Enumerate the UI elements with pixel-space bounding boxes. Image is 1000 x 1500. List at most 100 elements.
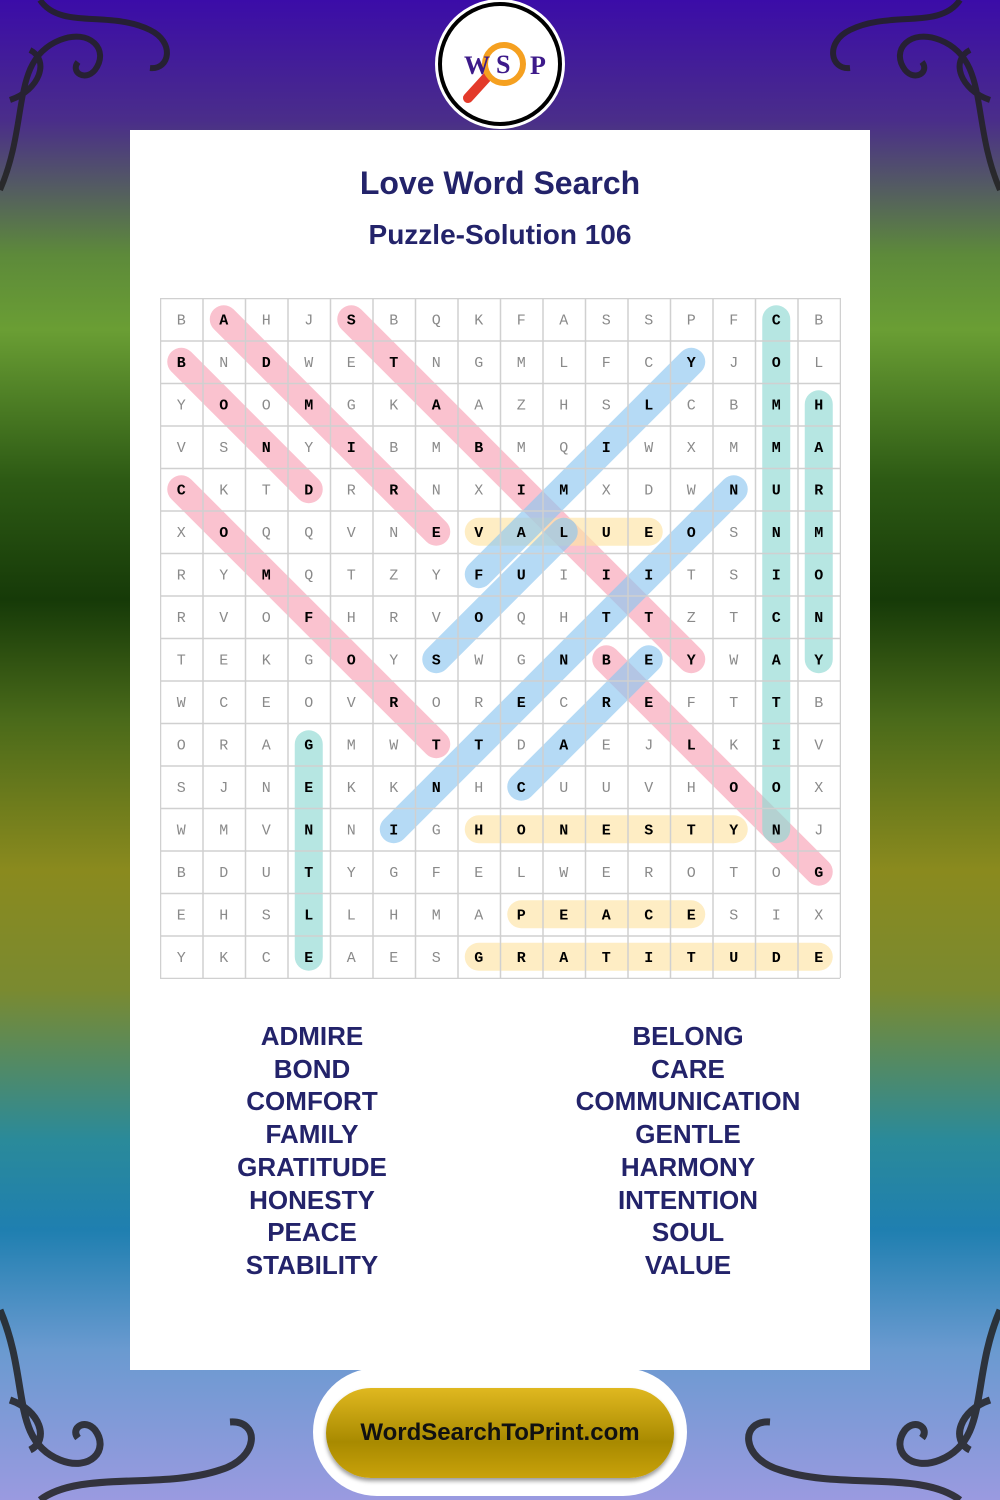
grid-cell[interactable]: E (644, 695, 653, 712)
grid-cell[interactable]: N (814, 610, 823, 627)
grid-cell[interactable]: L (814, 355, 823, 372)
grid-cell[interactable]: M (517, 440, 526, 457)
grid-cell[interactable]: H (474, 780, 483, 797)
grid-cell[interactable]: Y (687, 355, 696, 372)
grid-cell[interactable]: Y (177, 950, 186, 967)
grid-cell[interactable]: V (219, 610, 228, 627)
footer-banner[interactable]: WordSearchToPrint.com (326, 1388, 674, 1478)
grid-cell[interactable]: N (432, 355, 441, 372)
grid-cell[interactable]: S (729, 525, 738, 542)
grid-cell[interactable]: O (814, 567, 823, 584)
grid-cell[interactable]: E (559, 907, 568, 924)
grid-cell[interactable]: S (262, 907, 271, 924)
grid-cell[interactable]: T (602, 950, 611, 967)
grid-cell[interactable]: H (347, 610, 356, 627)
grid-cell[interactable]: S (219, 440, 228, 457)
grid-cell[interactable]: T (687, 567, 696, 584)
grid-cell[interactable]: O (474, 610, 483, 627)
grid-cell[interactable]: N (559, 822, 568, 839)
grid-cell[interactable]: E (517, 695, 526, 712)
grid-cell[interactable]: T (177, 652, 186, 669)
grid-cell[interactable]: G (389, 865, 398, 882)
grid-cell[interactable]: Q (262, 525, 271, 542)
grid-cell[interactable]: M (432, 440, 441, 457)
grid-cell[interactable]: E (389, 950, 398, 967)
grid-cell[interactable]: I (772, 737, 781, 754)
grid-cell[interactable]: H (814, 397, 823, 414)
grid-cell[interactable]: B (474, 440, 483, 457)
grid-cell[interactable]: E (304, 780, 313, 797)
grid-cell[interactable]: N (304, 822, 313, 839)
grid-cell[interactable]: R (177, 610, 186, 627)
grid-cell[interactable]: L (304, 907, 313, 924)
grid-cell[interactable]: L (517, 865, 526, 882)
grid-cell[interactable]: C (772, 610, 781, 627)
grid-cell[interactable]: B (729, 397, 738, 414)
grid-cell[interactable]: P (517, 907, 526, 924)
grid-cell[interactable]: Z (517, 397, 526, 414)
grid-cell[interactable]: M (772, 440, 781, 457)
grid-cell[interactable]: K (389, 780, 398, 797)
grid-cell[interactable]: U (559, 780, 568, 797)
grid-cell[interactable]: J (219, 780, 228, 797)
grid-cell[interactable]: V (474, 525, 483, 542)
grid-cell[interactable]: O (517, 822, 526, 839)
grid-cell[interactable]: T (432, 737, 441, 754)
grid-cell[interactable]: B (814, 312, 823, 329)
grid-cell[interactable]: T (262, 482, 271, 499)
grid-cell[interactable]: W (644, 440, 653, 457)
grid-cell[interactable]: W (389, 737, 398, 754)
grid-cell[interactable]: Y (814, 652, 823, 669)
grid-cell[interactable]: N (219, 355, 228, 372)
grid-cell[interactable]: Q (432, 312, 441, 329)
grid-cell[interactable]: X (814, 907, 823, 924)
grid-cell[interactable]: I (772, 907, 781, 924)
grid-cell[interactable]: I (347, 440, 356, 457)
grid-cell[interactable]: I (389, 822, 398, 839)
grid-cell[interactable]: C (772, 312, 781, 329)
grid-cell[interactable]: O (729, 780, 738, 797)
grid-cell[interactable]: J (814, 822, 823, 839)
grid-cell[interactable]: L (559, 355, 568, 372)
grid-cell[interactable]: F (517, 312, 526, 329)
grid-cell[interactable]: I (644, 950, 653, 967)
grid-cell[interactable]: K (389, 397, 398, 414)
grid-cell[interactable]: E (432, 525, 441, 542)
grid-cell[interactable]: Y (304, 440, 313, 457)
grid-cell[interactable]: S (347, 312, 356, 329)
grid-cell[interactable]: Y (219, 567, 228, 584)
grid-cell[interactable]: M (559, 482, 568, 499)
grid-cell[interactable]: E (602, 822, 611, 839)
grid-cell[interactable]: W (177, 822, 186, 839)
grid-cell[interactable]: S (602, 397, 611, 414)
grid-cell[interactable]: O (432, 695, 441, 712)
grid-cell[interactable]: P (687, 312, 696, 329)
grid-cell[interactable]: N (772, 822, 781, 839)
grid-cell[interactable]: T (687, 950, 696, 967)
grid-cell[interactable]: X (474, 482, 483, 499)
grid-cell[interactable]: T (602, 610, 611, 627)
grid-cell[interactable]: N (432, 780, 441, 797)
grid-cell[interactable]: W (474, 652, 483, 669)
grid-cell[interactable]: V (644, 780, 653, 797)
grid-cell[interactable]: E (644, 525, 653, 542)
grid-cell[interactable]: K (474, 312, 483, 329)
grid-cell[interactable]: Z (389, 567, 398, 584)
grid-cell[interactable]: N (389, 525, 398, 542)
grid-cell[interactable]: C (262, 950, 271, 967)
grid-cell[interactable]: Q (304, 567, 313, 584)
grid-cell[interactable]: S (729, 907, 738, 924)
grid-cell[interactable]: R (177, 567, 186, 584)
grid-cell[interactable]: A (602, 907, 611, 924)
grid-cell[interactable]: D (772, 950, 781, 967)
grid-cell[interactable]: Y (389, 652, 398, 669)
grid-cell[interactable]: D (304, 482, 313, 499)
grid-cell[interactable]: E (687, 907, 696, 924)
grid-cell[interactable]: V (177, 440, 186, 457)
grid-cell[interactable]: R (814, 482, 823, 499)
grid-cell[interactable]: E (644, 652, 653, 669)
grid-cell[interactable]: M (347, 737, 356, 754)
grid-cell[interactable]: N (772, 525, 781, 542)
grid-cell[interactable]: R (389, 482, 398, 499)
grid-cell[interactable]: O (219, 397, 228, 414)
